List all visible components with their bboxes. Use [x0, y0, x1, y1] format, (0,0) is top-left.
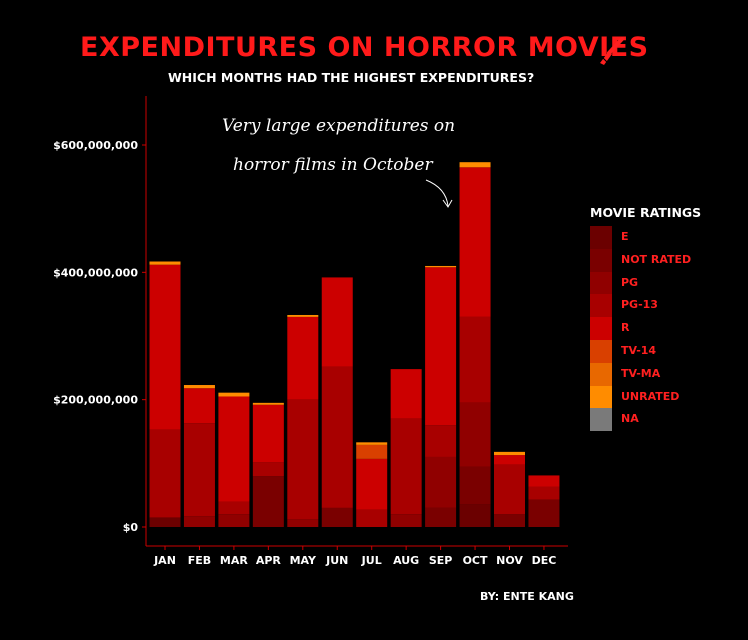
x-tick-label: MAY — [290, 554, 317, 567]
legend-title: Movie Ratings — [590, 205, 702, 220]
bar-segment-jan-r — [149, 264, 181, 430]
chart-subtitle: Which months had the highest expenditure… — [168, 70, 535, 85]
legend-swatch — [590, 248, 612, 272]
legend-swatch — [590, 339, 612, 363]
x-tick-label: JUL — [361, 554, 382, 567]
bar-segment-may-pg-13 — [287, 399, 319, 520]
bar-segment-oct-e — [459, 504, 491, 527]
bar-segment-nov-unrated — [494, 451, 525, 456]
x-tick-label: OCT — [463, 554, 488, 567]
legend-label: E — [621, 230, 629, 243]
bar-segment-jun-pg-13 — [321, 366, 353, 508]
bar-segment-jul-unrated — [356, 442, 388, 445]
legend-label: NA — [621, 412, 639, 426]
paintbrush-icon — [600, 37, 624, 65]
x-tick-label: MAR — [220, 554, 248, 567]
bar-segment-sep-unrated — [425, 265, 457, 268]
y-tick-label: $0 — [123, 521, 139, 534]
bar-segment-dec-r — [528, 475, 560, 487]
bar-segment-jul-tv-14 — [356, 444, 388, 459]
legend-swatch — [590, 408, 612, 432]
bar-segment-may-pg — [287, 519, 319, 527]
bar-segment-mar-pg — [218, 514, 250, 527]
bar-segment-apr-unrated — [252, 402, 284, 405]
bar-segment-sep-r — [425, 267, 457, 426]
x-tick-label: FEB — [188, 554, 211, 567]
x-tick-label: JUN — [325, 554, 348, 567]
annotation-arrow — [425, 179, 453, 208]
bar-segment-oct-not-rated — [459, 466, 491, 505]
byline: By: Ente Kang — [480, 590, 574, 603]
legend-label: TV-14 — [621, 343, 657, 357]
bar-segment-jan-pg-13 — [149, 429, 181, 518]
y-tick-label: $400,000,000 — [53, 266, 138, 279]
bar-segment-jun-not-rated — [321, 507, 353, 527]
legend-swatch — [590, 317, 612, 340]
bar-segment-oct-pg-13 — [459, 316, 491, 403]
annotation-line-2: horror films in October — [233, 155, 433, 175]
bar-segment-jun-r — [321, 277, 353, 367]
legend-swatch — [590, 271, 612, 295]
x-tick-label: AUG — [393, 554, 419, 567]
bar-segment-dec-pg-13 — [528, 486, 560, 500]
annotation-line-1: Very large expenditures on — [222, 116, 456, 136]
bar-segment-nov-not-rated — [494, 514, 525, 527]
y-tick-label: $200,000,000 — [53, 394, 138, 407]
legend-label: PG-13 — [621, 298, 658, 312]
x-tick-label: SEP — [429, 554, 453, 567]
bar-segment-apr-pg-13 — [252, 462, 284, 477]
bar-segment-jul-r — [356, 458, 388, 510]
bar-segment-jan-unrated — [149, 261, 181, 265]
bar-segment-aug-pg-13 — [390, 418, 422, 515]
bar-segment-feb-r — [183, 388, 215, 424]
y-tick-label: $600,000,000 — [53, 139, 138, 152]
bar-segment-feb-pg — [183, 516, 215, 527]
bar-segment-aug-r — [390, 369, 422, 419]
bar-segment-apr-r — [252, 404, 284, 463]
bar-segment-mar-pg-13 — [218, 501, 250, 515]
bar-segment-sep-pg — [425, 456, 457, 508]
bar-segment-oct-unrated — [459, 162, 491, 168]
bar-segment-sep-not-rated — [425, 507, 457, 527]
bar-segment-dec-not-rated — [528, 499, 560, 527]
bar-segment-nov-pg-13 — [494, 464, 525, 515]
bar-segment-sep-pg-13 — [425, 425, 457, 457]
legend-swatch — [590, 362, 612, 386]
chart-title: Expenditures on Horror Movies — [80, 32, 649, 63]
legend-label: TV-MA — [621, 366, 661, 380]
bar-segment-jul-pg-13 — [356, 509, 388, 527]
bar-segment-feb-pg-13 — [183, 423, 215, 517]
legend-swatch — [590, 226, 612, 249]
bar-segment-may-r — [287, 316, 319, 400]
legend-swatch — [590, 294, 612, 318]
bar-segment-apr-not-rated — [252, 476, 284, 527]
bar-segment-jan-e — [149, 517, 181, 527]
bar-segment-mar-r — [218, 396, 250, 502]
x-tick-label: JAN — [153, 554, 176, 567]
bar-segment-feb-unrated — [183, 385, 215, 389]
x-tick-label: NOV — [496, 554, 523, 567]
legend-swatch — [590, 385, 612, 409]
legend-label: R — [621, 321, 630, 335]
bar-segment-nov-r — [494, 455, 525, 465]
bar-segment-oct-r — [459, 167, 491, 317]
legend-label: NOT RATED — [621, 252, 692, 266]
x-tick-label: DEC — [532, 554, 557, 567]
x-tick-label: APR — [256, 554, 282, 567]
legend-label: PG — [621, 275, 639, 289]
bar-segment-mar-unrated — [218, 392, 250, 397]
legend-label: UNRATED — [621, 389, 680, 403]
bar-segment-oct-pg — [459, 402, 491, 467]
bar-segment-may-unrated — [287, 314, 319, 317]
bar-segment-aug-pg — [390, 514, 422, 527]
